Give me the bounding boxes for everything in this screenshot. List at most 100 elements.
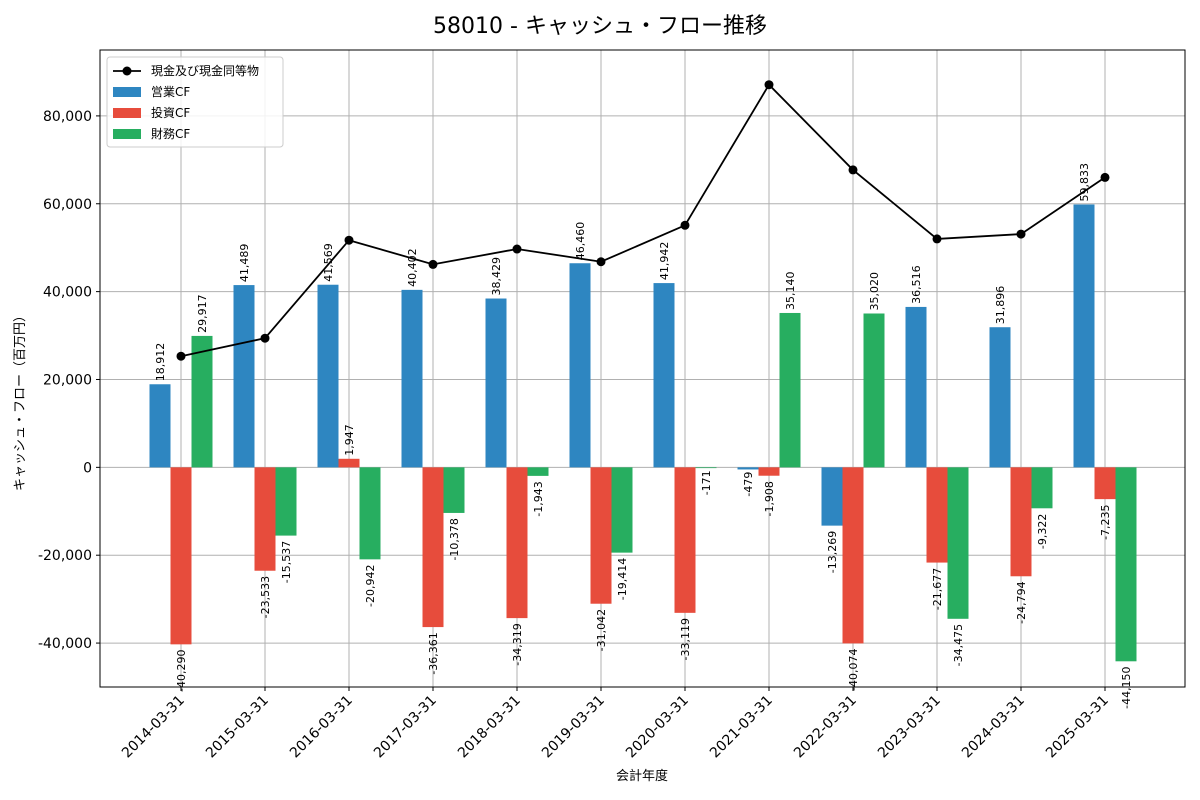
data-label: 59,833	[1078, 163, 1091, 202]
data-labels: 18,912 41,489 41,569 40,402 38,429 46,460 41,9…	[154, 163, 1133, 709]
bar-投資CF	[170, 467, 192, 645]
bar-投資CF	[758, 467, 780, 476]
y-tick-label: 60,000	[43, 197, 92, 213]
line-point	[932, 234, 942, 244]
y-axis-label: キャッシュ・フロー（百万円）	[13, 309, 28, 491]
bar-投資CF	[842, 467, 864, 644]
data-label: -10,378	[448, 518, 461, 560]
bar-財務CF	[443, 467, 465, 513]
data-label: -9,322	[1036, 514, 1049, 549]
bar-財務CF	[863, 313, 885, 468]
bar-投資CF	[926, 467, 948, 563]
legend-label: 営業CF	[151, 85, 190, 99]
line-point	[1100, 172, 1110, 182]
bar-投資CF	[422, 467, 444, 628]
data-label: -36,361	[427, 632, 440, 674]
line-point	[512, 244, 522, 254]
y-tick-label: 40,000	[43, 285, 92, 301]
bar-営業CF	[401, 289, 423, 468]
data-label: 41,489	[238, 244, 251, 283]
data-label: -40,074	[847, 649, 860, 691]
data-label: 36,516	[910, 265, 923, 304]
x-tick-label: 2014-03-31	[119, 693, 188, 762]
line-point	[260, 333, 270, 343]
data-label: 18,912	[154, 343, 167, 382]
x-tick-label: 2020-03-31	[623, 693, 692, 762]
bars	[149, 204, 1137, 662]
bar-財務CF	[779, 312, 801, 468]
data-label: 38,429	[490, 257, 503, 296]
data-label: -21,677	[931, 568, 944, 610]
legend-label: 財務CF	[151, 126, 190, 141]
legend-label: 投資CF	[151, 105, 190, 120]
bar-営業CF	[905, 306, 927, 468]
data-label: -31,042	[595, 609, 608, 651]
x-tick-label: 2022-03-31	[791, 693, 860, 762]
line-point	[848, 165, 858, 175]
plot-frame	[99, 49, 1186, 688]
legend-label: 現金及び現金同等物	[151, 63, 259, 78]
legend-swatch-marker	[122, 66, 132, 76]
bar-投資CF	[338, 458, 360, 468]
bar-投資CF	[1094, 467, 1116, 500]
bar-営業CF	[821, 467, 843, 526]
cash-line	[176, 80, 1110, 361]
data-label: -1,943	[532, 481, 545, 516]
data-label: -479	[742, 472, 755, 497]
line-point	[428, 259, 438, 269]
line-point	[596, 257, 606, 267]
x-tick-label: 2018-03-31	[455, 693, 524, 762]
legend-swatch-bar	[113, 87, 141, 97]
data-label: -20,942	[364, 564, 377, 606]
bar-営業CF	[317, 284, 339, 468]
bar-営業CF	[1073, 204, 1095, 468]
line-point	[680, 220, 690, 230]
bar-財務CF	[275, 467, 297, 536]
data-label: 40,402	[406, 248, 419, 287]
data-label: 41,942	[658, 242, 671, 281]
bar-財務CF	[359, 467, 381, 560]
data-label: -19,414	[616, 558, 629, 600]
bar-投資CF	[1010, 467, 1032, 577]
y-tick-label: 80,000	[43, 109, 92, 125]
bar-営業CF	[653, 283, 675, 468]
legend-swatch-bar	[113, 129, 141, 139]
x-tick-label: 2023-03-31	[875, 693, 944, 762]
bar-財務CF	[611, 467, 633, 553]
x-tick-label: 2024-03-31	[959, 693, 1028, 762]
data-label: -34,319	[511, 623, 524, 665]
data-label: -1,908	[763, 481, 776, 516]
legend-swatch-bar	[113, 108, 141, 118]
bar-財務CF	[695, 467, 717, 469]
x-tick-label: 2019-03-31	[539, 693, 608, 762]
data-label: 31,896	[994, 286, 1007, 325]
bar-財務CF	[1115, 467, 1137, 662]
line-point	[1016, 229, 1026, 239]
data-label: -40,290	[175, 649, 188, 691]
bar-投資CF	[590, 467, 612, 604]
x-tick-label: 2015-03-31	[203, 693, 272, 762]
data-label: 35,020	[868, 272, 881, 311]
x-tick-label: 2016-03-31	[287, 693, 356, 762]
line-現金及び現金同等物	[180, 83, 1106, 358]
data-label: -7,235	[1099, 504, 1112, 539]
data-label: 1,947	[343, 424, 356, 456]
line-point	[344, 235, 354, 245]
x-axis-label: 会計年度	[616, 768, 668, 784]
bar-営業CF	[989, 327, 1011, 468]
bar-財務CF	[947, 467, 969, 619]
y-tick-label: -40,000	[38, 636, 92, 652]
bar-財務CF	[1031, 467, 1053, 509]
y-tick-label: 20,000	[43, 372, 92, 388]
data-label: 41,569	[322, 243, 335, 282]
data-label: -23,533	[259, 576, 272, 618]
x-tick-label: 2025-03-31	[1043, 693, 1112, 762]
data-label: -171	[700, 470, 713, 495]
bar-財務CF	[191, 335, 213, 468]
data-label: -34,475	[952, 624, 965, 666]
data-label: -24,794	[1015, 581, 1028, 623]
bar-営業CF	[149, 384, 171, 468]
bar-営業CF	[485, 298, 507, 468]
